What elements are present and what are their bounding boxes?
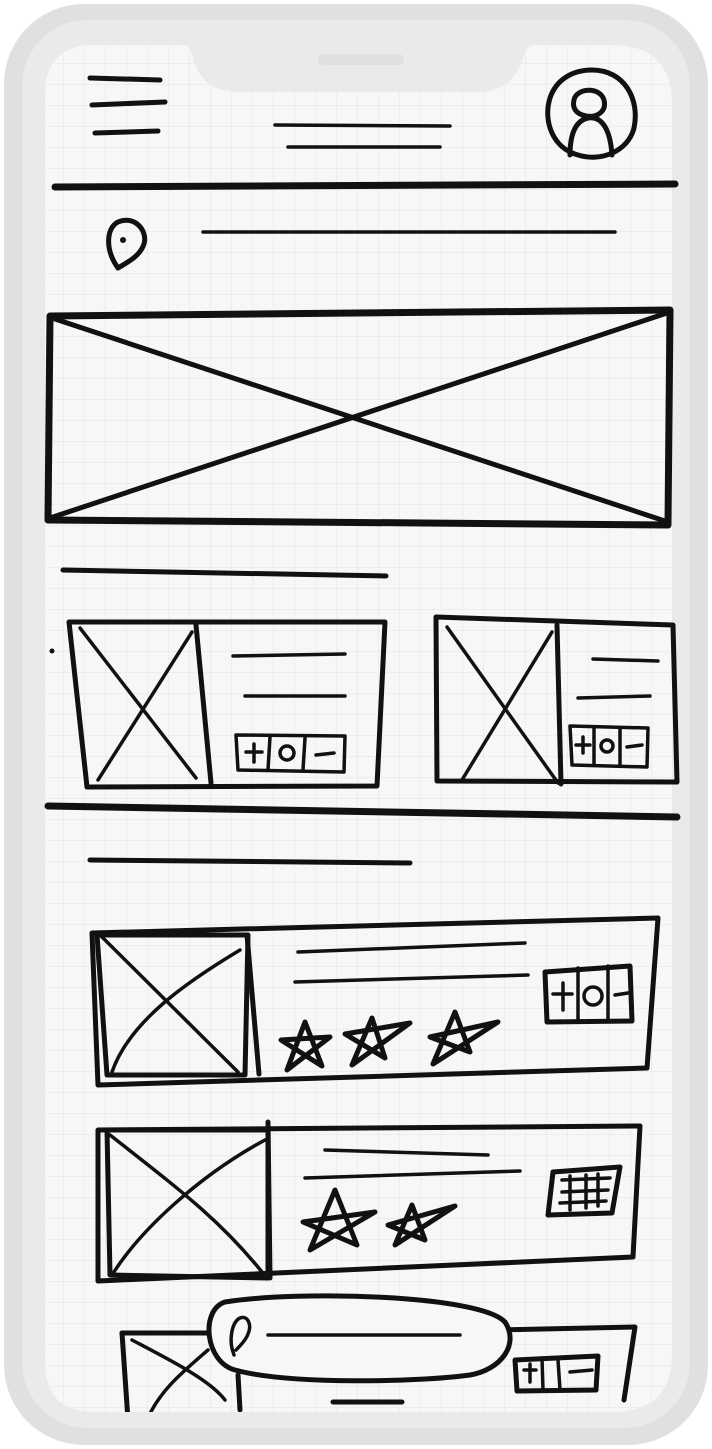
plus-quantity-minus-stepper[interactable] [568,724,650,769]
product-item-3[interactable] [119,1324,638,1420]
star-icon [300,1187,378,1253]
plus-quantity-minus-stepper[interactable] [512,1353,601,1394]
product-subtitle-line [293,973,530,984]
card-image-placeholder [78,626,198,782]
featured-section-title [60,567,389,579]
product-title-line [296,941,527,954]
featured-section-divider [44,802,681,821]
star-icon [278,1019,333,1073]
rating-stars [278,1009,501,1073]
location-bar[interactable] [106,217,617,271]
product-image-placeholder [130,1338,227,1412]
featured-card-1[interactable] [66,619,388,790]
plus-quantity-minus-stepper[interactable] [542,963,635,1025]
header-title-placeholder [273,123,452,149]
notch-speaker [318,54,404,65]
plus-quantity-minus-stepper[interactable] [545,1164,623,1218]
location-popup[interactable] [206,1293,513,1384]
product-image-placeholder [108,1133,267,1277]
star-icon [427,1009,501,1067]
scroll-dot [49,648,55,654]
product-image-placeholder [100,935,242,1074]
product-image-frame [94,932,251,1078]
header-divider [51,180,679,191]
list-section-title [87,857,413,866]
product-title-line [323,1148,490,1157]
card-title-line [231,652,347,658]
plus-quantity-minus-stepper[interactable] [234,733,347,774]
product-subtitle-line [303,1169,522,1180]
card-image-placeholder [445,625,560,785]
hero-image-placeholder[interactable] [44,306,674,529]
product-item-2[interactable] [95,1119,643,1284]
card-subtitle-line [576,694,652,700]
featured-card-2[interactable] [433,614,680,787]
user-avatar-icon[interactable] [545,67,638,160]
product-item-1[interactable] [89,915,661,1088]
card-title-line [591,657,660,663]
star-icon [342,1015,413,1068]
star-icon [385,1202,458,1248]
map-pin-icon [229,1315,252,1357]
rating-stars [300,1187,458,1253]
product-image-frame [104,1127,271,1281]
hamburger-menu-icon[interactable] [87,75,168,136]
map-pin-icon [106,217,148,271]
